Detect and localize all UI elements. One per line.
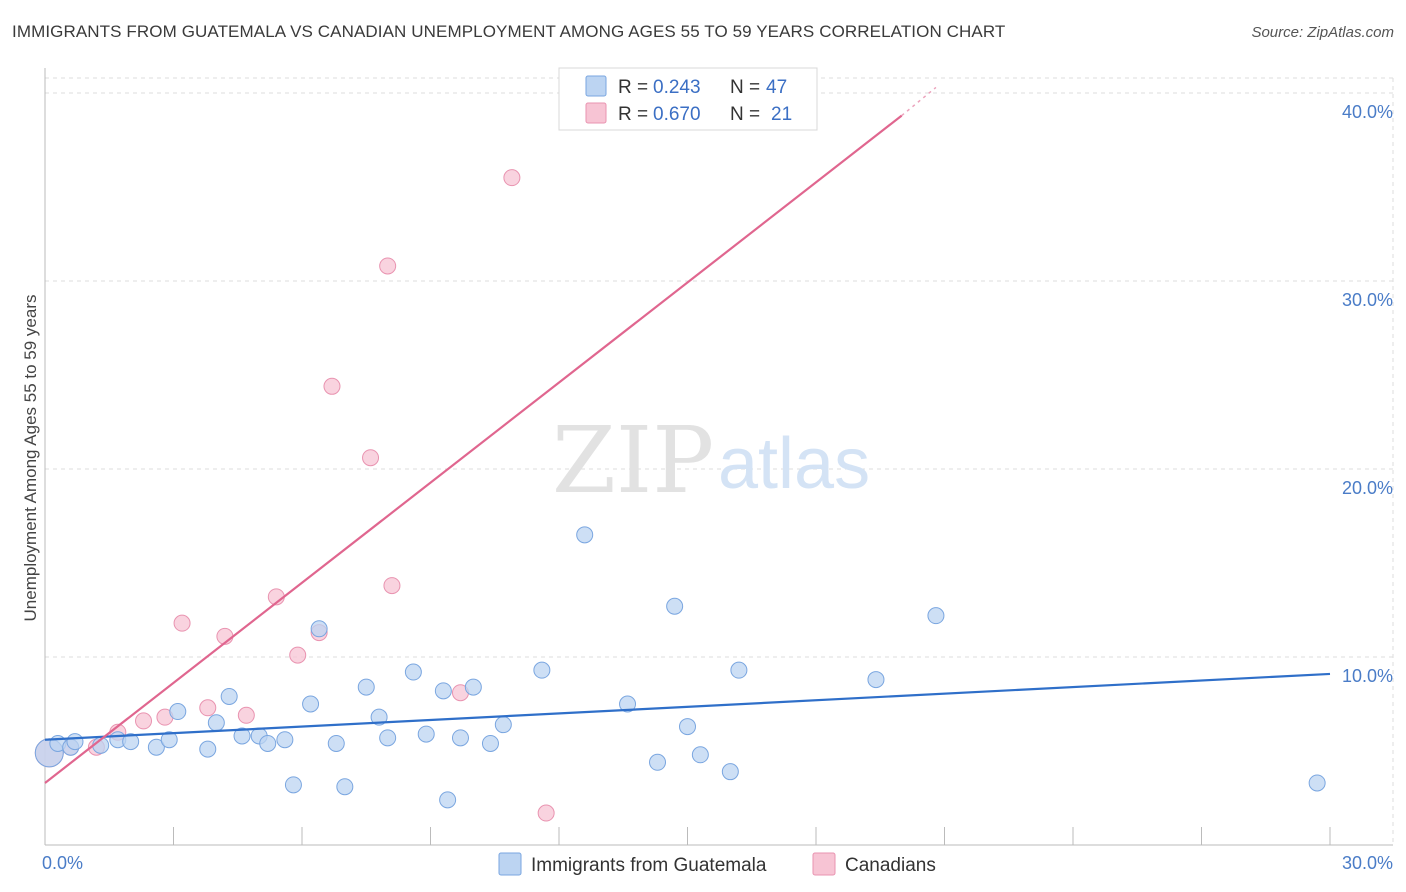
canadians-point-4 [135,712,153,730]
canadians-point-9 [237,706,255,724]
axes [44,68,1393,846]
canadians-point-14 [362,449,380,467]
legend-top: R = 0.243 N = 47 R = 0.670 N = 21 [558,67,818,131]
legend-bottom-label-blue: Immigrants from Guatemala [531,855,767,876]
legend-n-label-1: N = [730,77,760,98]
legend-n-value-1: 47 [766,77,787,98]
guatemala-point-41 [730,661,748,679]
y-tick-label-1: 20.0% [1342,478,1393,498]
points-blue [34,526,1326,809]
guatemala-point-11 [207,714,225,732]
canadians-point-6 [173,614,191,632]
legend-n-label-2: N = [730,104,760,125]
guatemala-point-43 [927,607,945,625]
y-tick-label-0: 10.0% [1342,666,1393,686]
chart-title: IMMIGRANTS FROM GUATEMALA VS CANADIAN UN… [12,22,1006,41]
guatemala-point-35 [619,695,637,713]
guatemala-point-22 [357,678,375,696]
legend-bottom-swatch-pink [812,852,836,876]
guatemala-point-26 [417,725,435,743]
legend-bottom-swatch-blue [498,852,522,876]
guatemala-point-17 [284,776,302,794]
guatemala-point-21 [336,778,354,796]
guatemala-point-30 [464,678,482,696]
chart-source: Source: ZipAtlas.com [1251,24,1394,41]
legend-bottom-label-pink: Canadians [845,855,936,876]
trend-lines [44,86,1331,784]
guatemala-point-37 [666,597,684,615]
trend-line-canadians [44,114,903,784]
legend-swatch-blue [585,75,607,97]
canadians-point-11 [289,646,307,664]
guatemala-point-25 [404,663,422,681]
y-axis-title: Unemployment Among Ages 55 to 59 years [21,295,40,622]
guatemala-point-44 [1308,774,1326,792]
guatemala-point-16 [276,731,294,749]
legend-n-value-2: 21 [771,104,792,125]
guatemala-point-24 [379,729,397,747]
y-tick-labels: 10.0% 20.0% 30.0% 40.0% [1342,102,1393,686]
y-tick-label-3: 40.0% [1342,102,1393,122]
x-tick-label-max: 30.0% [1342,853,1393,873]
guatemala-point-42 [867,671,885,689]
guatemala-point-19 [310,620,328,638]
guatemala-point-28 [439,791,457,809]
guatemala-point-36 [649,753,667,771]
guatemala-point-8 [160,731,178,749]
watermark: ZIP atlas [552,407,870,514]
canadians-point-15 [379,257,397,275]
guatemala-point-15 [259,734,277,752]
guatemala-point-13 [233,727,251,745]
trend-line-guatemala [44,672,1331,741]
guatemala-point-39 [691,746,709,764]
legend-r-value-1: 0.243 [653,77,701,98]
trend-line-canadians-extension [901,86,937,117]
guatemala-point-3 [66,733,84,751]
legend-swatch-pink [585,102,607,124]
x-tick-label-min: 0.0% [42,853,83,873]
canadians-point-7 [199,699,217,717]
guatemala-point-20 [327,734,345,752]
y-tick-label-2: 30.0% [1342,290,1393,310]
guatemala-point-32 [494,716,512,734]
legend-r-label-1: R = [618,77,648,98]
guatemala-point-7 [147,738,165,756]
guatemala-point-40 [721,763,739,781]
guatemala-point-6 [122,733,140,751]
guatemala-point-34 [576,526,594,544]
watermark-atlas: atlas [718,424,870,504]
guatemala-point-33 [533,661,551,679]
guatemala-point-9 [169,703,187,721]
canadians-point-18 [503,169,521,187]
guatemala-point-27 [434,682,452,700]
guatemala-point-12 [220,687,238,705]
guatemala-point-29 [451,729,469,747]
legend-bottom: Immigrants from Guatemala Canadians [498,852,936,876]
guatemala-point-23 [370,708,388,726]
canadians-point-19 [537,804,555,822]
guatemala-point-10 [199,740,217,758]
guatemala-point-31 [481,734,499,752]
watermark-zip: ZIP [552,407,714,514]
canadians-point-16 [383,577,401,595]
legend-r-label-2: R = [618,104,648,125]
guatemala-point-18 [302,695,320,713]
guatemala-point-38 [679,718,696,736]
canadians-point-13 [323,377,341,395]
legend-r-value-2: 0.670 [653,104,701,125]
